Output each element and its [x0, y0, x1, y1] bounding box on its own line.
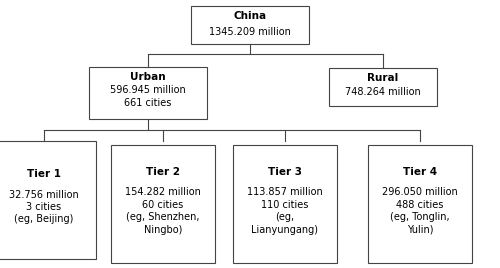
Text: 60 cities: 60 cities: [142, 200, 184, 210]
Text: Tier 3: Tier 3: [268, 167, 302, 177]
FancyBboxPatch shape: [111, 145, 215, 263]
Text: (eg, Shenzhen,: (eg, Shenzhen,: [126, 212, 200, 222]
FancyBboxPatch shape: [0, 141, 96, 259]
Text: 661 cities: 661 cities: [124, 98, 172, 108]
Text: (eg,: (eg,: [276, 212, 294, 222]
Text: 113.857 million: 113.857 million: [247, 187, 323, 197]
FancyBboxPatch shape: [368, 145, 472, 263]
Text: Lianyungang): Lianyungang): [252, 225, 318, 235]
Text: 1345.209 million: 1345.209 million: [209, 27, 291, 37]
Text: Urban: Urban: [130, 72, 166, 82]
Text: Ningbo): Ningbo): [144, 225, 182, 235]
Text: 3 cities: 3 cities: [26, 202, 62, 212]
FancyBboxPatch shape: [233, 145, 337, 263]
Text: 296.050 million: 296.050 million: [382, 187, 458, 197]
Text: China: China: [234, 11, 266, 21]
Text: 154.282 million: 154.282 million: [125, 187, 201, 197]
Text: (eg, Beijing): (eg, Beijing): [14, 214, 74, 225]
Text: 110 cities: 110 cities: [262, 200, 308, 210]
Text: Yulin): Yulin): [407, 225, 433, 235]
Text: 488 cities: 488 cities: [396, 200, 444, 210]
Text: Tier 2: Tier 2: [146, 167, 180, 177]
Text: 32.756 million: 32.756 million: [9, 189, 79, 199]
Text: (eg, Tonglin,: (eg, Tonglin,: [390, 212, 450, 222]
Text: Tier 1: Tier 1: [27, 169, 61, 179]
Text: 596.945 million: 596.945 million: [110, 85, 186, 95]
Text: Tier 4: Tier 4: [403, 167, 437, 177]
Text: 748.264 million: 748.264 million: [345, 87, 421, 97]
FancyBboxPatch shape: [89, 67, 207, 119]
Text: Rural: Rural: [368, 73, 398, 83]
FancyBboxPatch shape: [329, 68, 437, 106]
FancyBboxPatch shape: [191, 6, 309, 44]
